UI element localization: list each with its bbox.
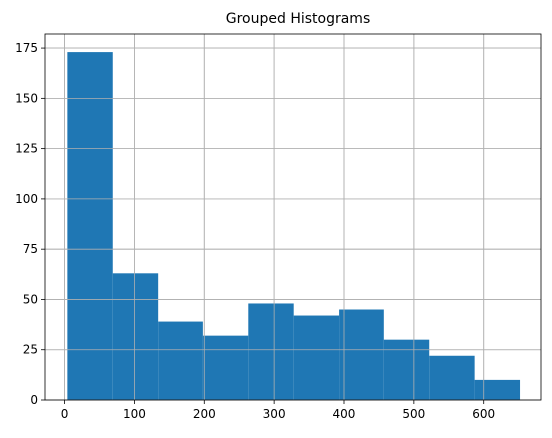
- x-tick-label: 0: [61, 407, 69, 421]
- histogram-bar: [429, 355, 475, 400]
- y-tick-label: 0: [30, 393, 38, 407]
- bars-layer: [45, 34, 541, 401]
- x-tick-label: 400: [333, 407, 356, 421]
- histogram-bar: [474, 379, 521, 400]
- y-tick-label: 175: [15, 41, 38, 55]
- histogram-bar: [248, 303, 294, 400]
- plot-frame: [44, 33, 542, 401]
- x-tick-label: 500: [402, 407, 425, 421]
- axes-layer: 0 100 200 300 400 500 600 0 25 50 75 100 125 150 175: [15, 33, 542, 421]
- y-tick-label: 50: [23, 292, 38, 306]
- histogram-bar: [158, 321, 203, 400]
- y-tick-label: 75: [23, 242, 38, 256]
- histogram-bar: [67, 52, 113, 400]
- histogram-bar: [112, 273, 159, 400]
- x-tick-label: 200: [193, 407, 216, 421]
- x-tick-label: 600: [472, 407, 495, 421]
- x-tick-label: 300: [263, 407, 286, 421]
- chart-title: Grouped Histograms: [226, 11, 371, 27]
- y-tick-label: 125: [15, 142, 38, 156]
- histogram-bar: [339, 309, 384, 400]
- histogram-bar: [202, 335, 249, 400]
- histogram-bar: [383, 339, 430, 400]
- y-tick-label: 100: [15, 192, 38, 206]
- y-tick-label: 25: [23, 343, 38, 357]
- y-tick-label: 150: [15, 91, 38, 105]
- histogram-bar: [293, 315, 340, 400]
- x-tick-label: 100: [123, 407, 146, 421]
